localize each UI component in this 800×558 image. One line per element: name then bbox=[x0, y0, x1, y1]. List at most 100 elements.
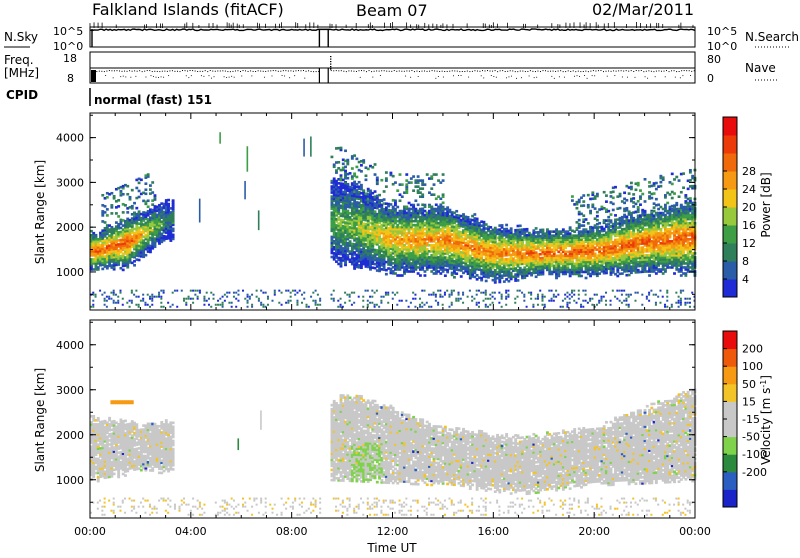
power-cell bbox=[222, 296, 224, 298]
power-cell bbox=[235, 292, 237, 294]
freq-dot bbox=[111, 70, 112, 71]
power-cell bbox=[485, 223, 488, 226]
freq-dot bbox=[452, 70, 453, 71]
power-cell bbox=[451, 292, 453, 294]
power-cell bbox=[262, 292, 264, 294]
freq-dot bbox=[109, 70, 110, 71]
power-cell bbox=[358, 296, 360, 298]
power-cell bbox=[523, 294, 525, 296]
freq-dot bbox=[507, 71, 508, 72]
power-cell bbox=[115, 212, 118, 215]
power-cell bbox=[333, 177, 336, 180]
power-cell bbox=[573, 290, 575, 292]
power-cell bbox=[399, 199, 402, 202]
power-cell bbox=[412, 298, 414, 300]
power-cell bbox=[478, 302, 480, 304]
power-cell bbox=[374, 306, 376, 308]
nave-dot bbox=[594, 75, 595, 76]
freq-dot bbox=[270, 70, 271, 71]
freq-dot bbox=[341, 70, 342, 71]
power-cell bbox=[362, 306, 364, 308]
power-cell bbox=[119, 190, 122, 193]
freq-dot bbox=[457, 71, 458, 72]
power-cell bbox=[129, 300, 131, 302]
power-cell bbox=[576, 302, 578, 304]
power-cell bbox=[213, 294, 215, 296]
power-cell bbox=[503, 280, 506, 283]
power-cell bbox=[308, 306, 310, 308]
power-cell bbox=[160, 302, 162, 304]
nave-dot bbox=[645, 76, 646, 77]
power-cell bbox=[138, 306, 140, 308]
freq-dot bbox=[268, 71, 269, 72]
nave-dot bbox=[622, 76, 623, 77]
power-cell bbox=[442, 193, 445, 196]
power-cell bbox=[401, 183, 404, 186]
power-cell bbox=[346, 159, 349, 162]
power-cell bbox=[380, 179, 383, 182]
nave-top-tick: 80 bbox=[707, 53, 721, 66]
power-cell bbox=[460, 275, 463, 278]
nave-dot bbox=[156, 77, 157, 78]
freq-dot bbox=[585, 71, 586, 72]
power-cell bbox=[458, 298, 460, 300]
freq-dot bbox=[595, 71, 596, 72]
power-cell bbox=[303, 292, 305, 294]
power-cell bbox=[494, 292, 496, 294]
power-cell bbox=[335, 169, 338, 172]
power-cell bbox=[344, 149, 347, 152]
power-cell bbox=[385, 273, 388, 276]
freq-dot bbox=[338, 70, 339, 71]
power-cell bbox=[448, 296, 450, 298]
power-cell bbox=[476, 218, 479, 221]
power-cell bbox=[247, 146, 249, 171]
power-cell bbox=[476, 302, 478, 304]
power-cell bbox=[355, 158, 358, 161]
power-cell bbox=[138, 190, 141, 193]
nave-dot bbox=[443, 77, 444, 78]
power-cell bbox=[489, 304, 491, 306]
freq-dot bbox=[311, 71, 312, 72]
freq-dot bbox=[568, 70, 569, 71]
power-cell bbox=[337, 161, 340, 164]
power-cell bbox=[267, 298, 269, 300]
freq-dot bbox=[298, 70, 299, 71]
power-cell bbox=[203, 300, 205, 302]
power-cell bbox=[303, 139, 305, 157]
freq-dot bbox=[129, 70, 130, 71]
power-cell bbox=[290, 292, 292, 294]
power-cell bbox=[233, 292, 235, 294]
freq-dot bbox=[540, 71, 541, 72]
power-cell bbox=[237, 294, 239, 296]
power-cell bbox=[535, 298, 537, 300]
power-cell bbox=[256, 296, 258, 298]
power-cell bbox=[113, 300, 115, 302]
power-cell bbox=[281, 292, 283, 294]
freq-dot bbox=[255, 71, 256, 72]
power-cell bbox=[296, 304, 298, 306]
nave-dot bbox=[584, 75, 585, 76]
freq-dot bbox=[570, 71, 571, 72]
power-cell bbox=[258, 298, 260, 300]
freq-dot bbox=[449, 71, 450, 72]
freq-dot bbox=[535, 71, 536, 72]
power-cell bbox=[580, 196, 583, 199]
freq-dot bbox=[429, 71, 430, 72]
power-cell bbox=[278, 302, 280, 304]
freq-dot bbox=[616, 71, 617, 72]
power-cell bbox=[131, 189, 134, 192]
power-cell bbox=[369, 296, 371, 298]
power-cell bbox=[566, 296, 568, 298]
power-cell bbox=[330, 294, 332, 296]
power-cell bbox=[374, 173, 377, 176]
freq-dot bbox=[162, 71, 163, 72]
power-cell bbox=[539, 290, 541, 292]
freq-dot bbox=[444, 71, 445, 72]
power-cell bbox=[435, 300, 437, 302]
power-cell bbox=[430, 205, 433, 208]
power-cell bbox=[501, 224, 504, 227]
power-cell bbox=[553, 300, 555, 302]
power-cell bbox=[582, 204, 585, 207]
freq-dot bbox=[424, 70, 425, 71]
power-cell bbox=[317, 304, 319, 306]
